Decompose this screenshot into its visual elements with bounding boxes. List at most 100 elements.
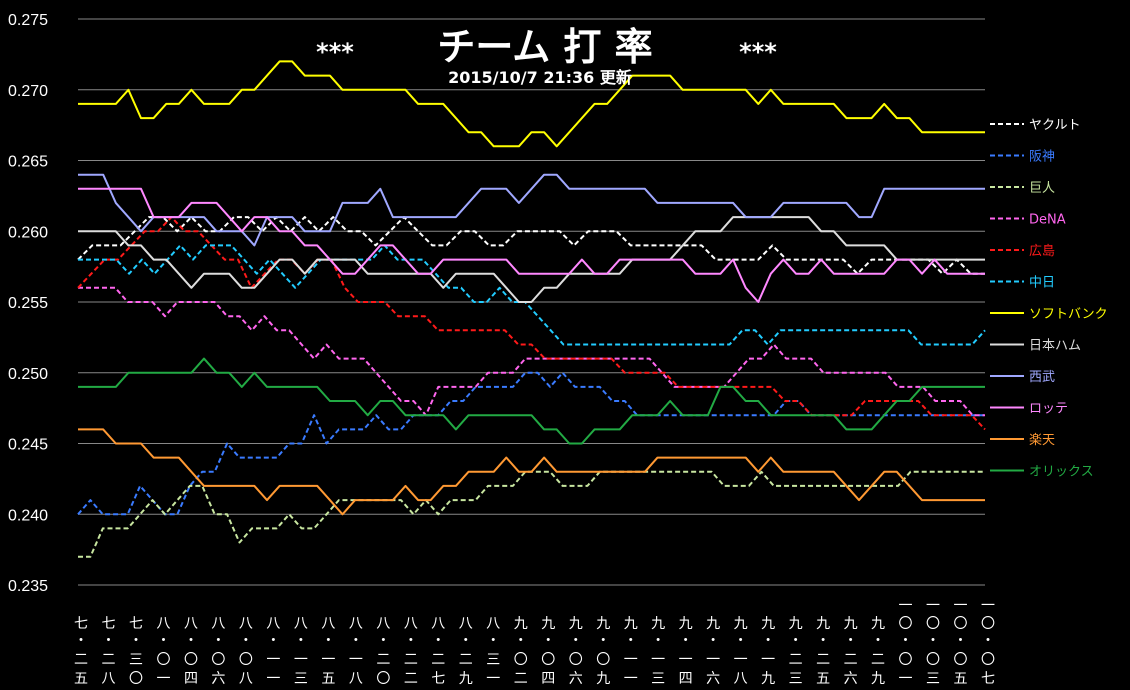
- legend-label: 広島: [1029, 244, 1055, 259]
- x-tick-part: 一: [761, 652, 775, 668]
- x-tick-part: 八: [734, 671, 748, 687]
- x-tick-part: 〇: [981, 616, 995, 632]
- x-tick-label: 七・三〇: [129, 616, 143, 687]
- y-tick-label: 0.260: [8, 224, 48, 241]
- legend-label: DeNA: [1029, 213, 1066, 228]
- x-tick-part: 九: [706, 616, 720, 632]
- x-tick-label: 八・一一: [266, 616, 280, 687]
- x-tick-part: 八: [266, 616, 280, 632]
- x-tick-dot: ・: [734, 633, 748, 649]
- x-tick-part: 二: [816, 652, 830, 668]
- x-tick-label: 九・〇四: [541, 616, 555, 687]
- title-stars-left: ***: [316, 38, 354, 66]
- x-tick-label: 八・〇一: [156, 616, 170, 687]
- x-tick-dot: ・: [184, 633, 198, 649]
- x-tick-dot: ・: [294, 633, 308, 649]
- x-tick-dot: ・: [816, 633, 830, 649]
- x-tick-part: 〇: [514, 652, 528, 668]
- y-tick-label: 0.240: [8, 507, 48, 524]
- x-tick-part: 一: [899, 671, 913, 687]
- x-tick-part: 五: [321, 671, 335, 687]
- x-tick-part: 七: [101, 616, 115, 632]
- x-tick-part: 九: [789, 616, 803, 632]
- x-tick-dot: ・: [899, 633, 913, 649]
- x-tick-dot: ・: [486, 633, 500, 649]
- x-tick-part: 九: [734, 616, 748, 632]
- x-tick-part: 七: [431, 671, 445, 687]
- y-tick-label: 0.265: [8, 154, 48, 171]
- chart-title: チーム 打 率: [437, 25, 652, 69]
- x-tick-part: 九: [761, 616, 775, 632]
- series-line-4: [78, 286, 985, 417]
- x-tick-part: 八: [376, 616, 390, 632]
- x-tick-dot: ・: [651, 633, 665, 649]
- x-tick-part: 三: [926, 671, 940, 687]
- x-tick-dot: ・: [871, 633, 885, 649]
- x-tick-part: 二: [789, 652, 803, 668]
- y-axis: 0.235 0.240 0.245 0.250 0.255 0.260 0.265 0.270…: [8, 12, 48, 595]
- legend-label: 西武: [1029, 370, 1055, 385]
- x-tick-part: 二: [871, 652, 885, 668]
- x-tick-part: 五: [954, 671, 968, 687]
- x-tick-part: 五: [74, 671, 88, 687]
- x-tick-part: 二: [404, 671, 418, 687]
- x-tick-part: 八: [349, 671, 363, 687]
- x-tick-part: 三: [486, 652, 500, 668]
- title-stars-right: ***: [739, 38, 777, 66]
- x-tick-part: 三: [651, 671, 665, 687]
- x-tick-part: 八: [486, 616, 500, 632]
- x-tick-part: 〇: [596, 652, 610, 668]
- x-tick-dot: ・: [156, 633, 170, 649]
- x-tick-part: 〇: [184, 652, 198, 668]
- x-tick-part: 九: [596, 616, 610, 632]
- x-tick-part: 九: [871, 671, 885, 687]
- x-tick-part: 一: [486, 671, 500, 687]
- x-tick-part: 九: [761, 671, 775, 687]
- x-tick-part: 九: [569, 616, 583, 632]
- x-tick-part: 〇: [376, 671, 390, 687]
- x-tick-part: 七: [129, 616, 143, 632]
- x-tick-part: 二: [459, 652, 473, 668]
- x-tick-part: 〇: [239, 652, 253, 668]
- x-tick-label: 八・二九: [459, 616, 473, 687]
- x-tick-dot: ・: [596, 633, 610, 649]
- x-tick-part: 二: [431, 652, 445, 668]
- x-tick-part: 三: [789, 671, 803, 687]
- x-tick-part: 〇: [899, 652, 913, 668]
- x-tick-part: 二: [844, 652, 858, 668]
- x-tick-part: 一: [706, 652, 720, 668]
- x-tick-part: 九: [624, 616, 638, 632]
- y-tick-label: 0.255: [8, 295, 48, 312]
- x-tick-dot: ・: [431, 633, 445, 649]
- x-tick-part: 一: [981, 598, 995, 614]
- x-tick-part: 一: [321, 652, 335, 668]
- x-tick-part: 九: [514, 616, 528, 632]
- y-tick-label: 0.245: [8, 437, 48, 454]
- x-tick-dot: ・: [954, 633, 968, 649]
- x-tick-part: 〇: [954, 652, 968, 668]
- x-tick-label: 八・〇八: [239, 616, 253, 687]
- x-tick-dot: ・: [349, 633, 363, 649]
- legend-label: オリックス: [1029, 465, 1094, 480]
- x-tick-part: 六: [569, 671, 583, 687]
- series-line-2: [77, 371, 985, 516]
- x-tick-label: 八・二〇: [376, 616, 390, 687]
- x-tick-part: 九: [596, 671, 610, 687]
- x-tick-part: 九: [651, 616, 665, 632]
- x-tick-part: 九: [541, 616, 555, 632]
- x-tick-part: 四: [184, 671, 198, 687]
- x-tick-label: 八・〇六: [211, 616, 225, 687]
- y-tick-label: 0.235: [8, 578, 48, 595]
- series-line-8: [78, 216, 985, 303]
- x-tick-label: 九・二三: [789, 616, 803, 687]
- x-tick-label: 一〇・〇五: [954, 598, 968, 687]
- series-line-6: [78, 244, 986, 346]
- legend-label: ソフトバンク: [1029, 307, 1108, 322]
- x-tick-part: 一: [156, 671, 170, 687]
- legend-label: ロッテ: [1029, 402, 1068, 417]
- x-tick-part: 一: [624, 671, 638, 687]
- x-tick-label: 一〇・〇七: [981, 598, 995, 687]
- series-line-10: [78, 187, 985, 303]
